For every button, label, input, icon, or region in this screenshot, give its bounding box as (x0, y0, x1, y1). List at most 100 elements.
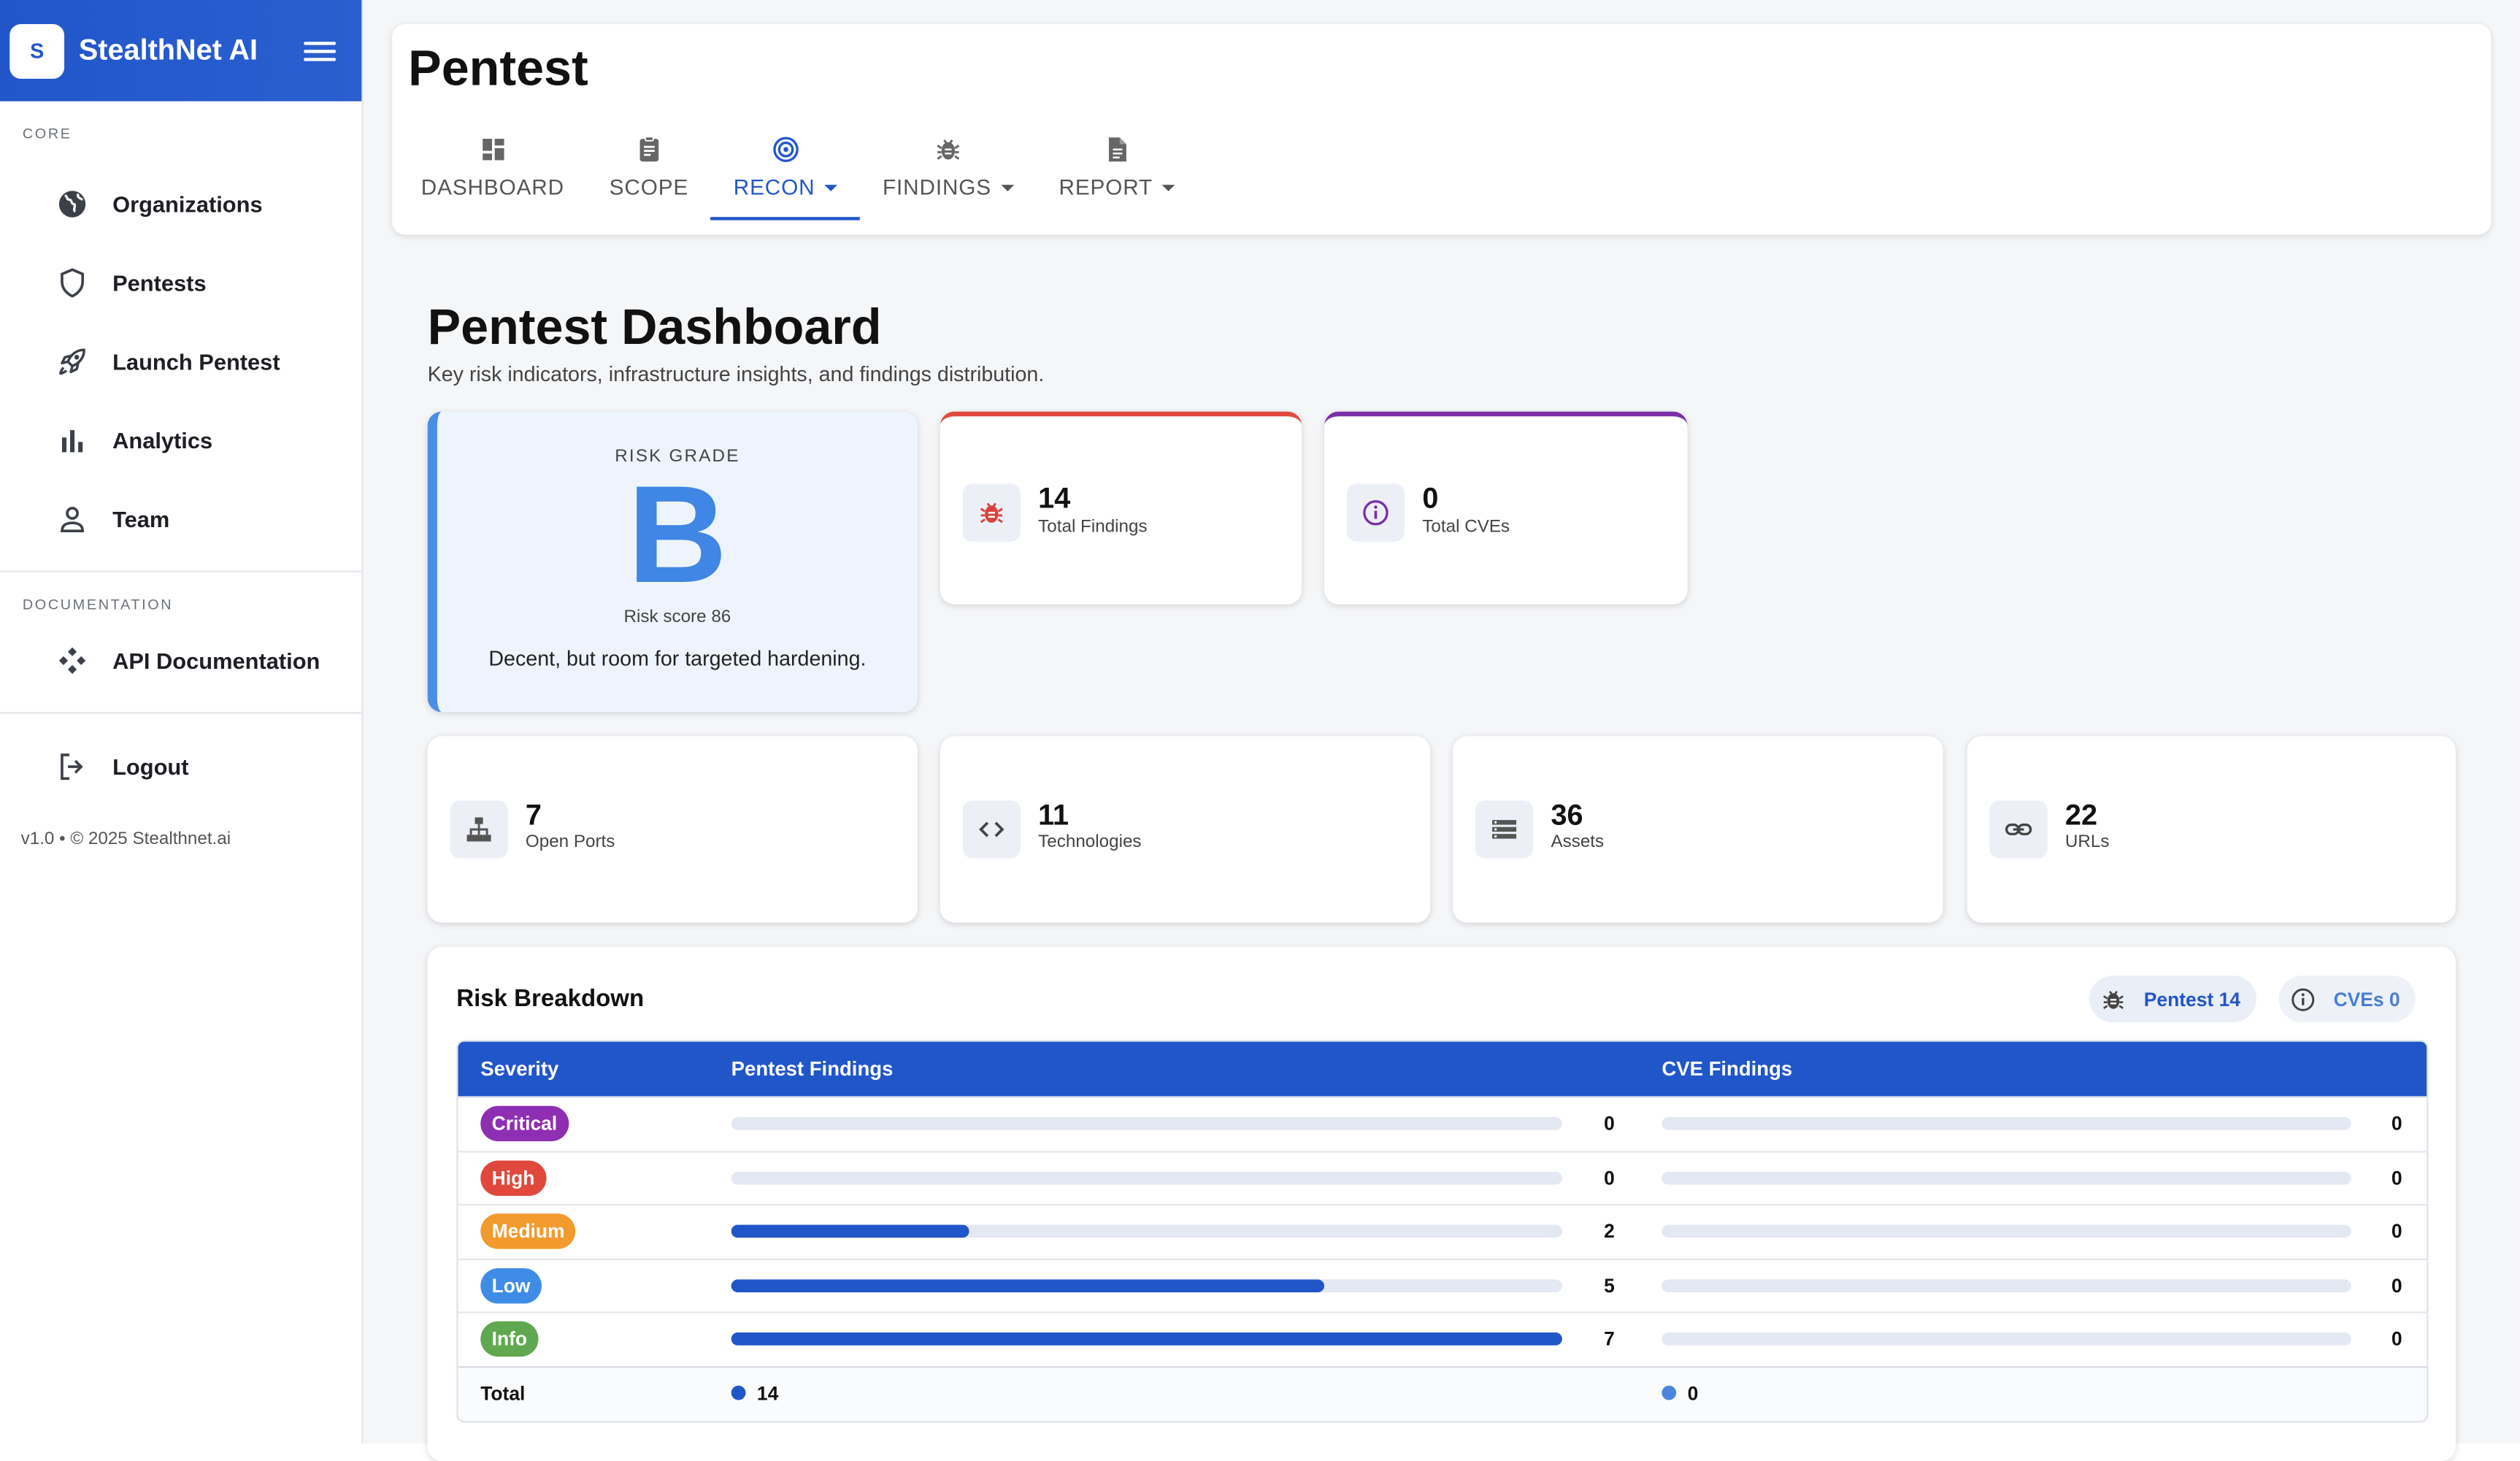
tab-label: RECON (733, 175, 815, 199)
column-header-cve: CVE Findings (1662, 1057, 1793, 1081)
risk-description: Decent, but room for targeted hardening. (488, 646, 867, 671)
brand-header: S StealthNet AI (0, 0, 362, 101)
sidebar-item-label: Organizations (112, 190, 263, 217)
total-pentest: 14 (731, 1382, 778, 1405)
sidebar-item-label: Team (112, 505, 170, 532)
rocket-icon (59, 348, 85, 375)
tab-label: FINDINGS (882, 175, 992, 199)
total-cve: 0 (1662, 1382, 1698, 1405)
sidebar-divider (0, 712, 362, 714)
risk-grade-letter: B (627, 458, 728, 613)
bar-chart-icon (61, 429, 83, 452)
pentest-bar-fill (731, 1332, 1562, 1346)
version-text: v1.0 • © 2025 Stealthnet.ai (20, 829, 231, 849)
stat-label: URLs (2064, 832, 2110, 852)
severity-badge: High (480, 1159, 546, 1196)
tab-dashboard[interactable]: DASHBOARD (399, 127, 587, 221)
stat-value: 14 (1038, 482, 1071, 515)
risk-breakdown-card: Risk Breakdown Pentest 14 CVEs 0 Severit… (427, 946, 2456, 1461)
cve-bar-track (1662, 1278, 2351, 1292)
pentest-count: 5 (1604, 1274, 1615, 1297)
table-total-row: Total 14 0 (458, 1366, 2427, 1421)
main-content: Pentest DASHBOARD SCOPE RECON FINDINGS (364, 0, 2520, 1461)
bug-icon (962, 483, 1021, 542)
info-icon (2292, 987, 2315, 1011)
column-header-pentest: Pentest Findings (731, 1057, 894, 1081)
tab-report[interactable]: REPORT (1037, 127, 1198, 221)
cve-bar-track (1662, 1117, 2351, 1130)
logout-button[interactable]: Logout (0, 726, 361, 805)
total-findings-card[interactable]: 14 Total Findings (940, 411, 1302, 605)
risk-grade-card: RISK GRADE B Risk score 86 Decent, but r… (427, 411, 918, 713)
target-icon (772, 137, 799, 162)
pentest-count: 7 (1604, 1328, 1615, 1351)
sidebar-item-label: API Documentation (112, 647, 320, 673)
assets-card[interactable]: 36 Assets (1453, 736, 1943, 923)
severity-badge: Low (480, 1268, 542, 1303)
legend-dot (1662, 1385, 1677, 1400)
risk-grade-label: RISK GRADE (615, 447, 740, 467)
stat-value: 11 (1038, 799, 1069, 832)
network-icon (450, 800, 508, 859)
urls-card[interactable]: 22 URLs (1967, 736, 2456, 923)
table-row: Critical 0 0 (458, 1096, 2427, 1150)
tab-label: SCOPE (609, 175, 689, 199)
stat-label: Technologies (1038, 832, 1142, 852)
pentest-count-chip[interactable]: Pentest 14 (2089, 975, 2256, 1023)
risk-breakdown-title: Risk Breakdown (456, 985, 645, 1013)
table-row: Medium 2 0 (458, 1204, 2427, 1258)
sidebar-item-analytics[interactable]: Analytics (0, 400, 361, 479)
severity-badge: Info (480, 1322, 539, 1357)
brand-name: StealthNet AI (78, 34, 258, 66)
person-icon (61, 506, 85, 532)
cve-bar-track (1662, 1224, 2351, 1238)
risk-score: Risk score 86 (623, 607, 731, 627)
sidebar-item-label: Launch Pentest (112, 348, 280, 374)
sidebar-item-organizations[interactable]: Organizations (0, 164, 361, 243)
sidebar-item-api-documentation[interactable]: API Documentation (0, 621, 361, 699)
stat-value: 22 (2064, 799, 2098, 832)
bug-icon (2103, 989, 2124, 1008)
cve-bar-track (1662, 1170, 2351, 1184)
table-header: Severity Pentest Findings CVE Findings (458, 1041, 2427, 1097)
table-row: Low 5 0 (458, 1258, 2427, 1312)
total-label: Total (480, 1382, 526, 1406)
pentest-bar-track (731, 1170, 1562, 1184)
tab-findings[interactable]: FINDINGS (860, 127, 1037, 221)
dashboard-subtitle: Key risk indicators, infrastructure insi… (427, 361, 1045, 386)
tab-label: DASHBOARD (420, 175, 565, 199)
tab-recon[interactable]: RECON (710, 127, 860, 221)
sidebar-divider (0, 570, 362, 572)
stat-label: Total Findings (1038, 517, 1148, 537)
logout-icon (61, 753, 83, 779)
section-label-core: CORE (22, 125, 72, 142)
table-row: Info 7 0 (458, 1312, 2427, 1366)
pentest-count: 0 (1604, 1112, 1615, 1135)
brand-logo[interactable]: S (9, 23, 65, 78)
total-cves-card[interactable]: 0 Total CVEs (1324, 411, 1688, 605)
header-card: Pentest DASHBOARD SCOPE RECON FINDINGS (392, 24, 2492, 235)
pentest-count: 2 (1604, 1220, 1615, 1243)
stat-label: Open Ports (525, 832, 615, 852)
page-title: Pentest (408, 40, 588, 97)
pentest-bar-fill (731, 1278, 1325, 1292)
risk-breakdown-table: Severity Pentest Findings CVE Findings C… (456, 1040, 2429, 1422)
logout-label: Logout (112, 753, 189, 779)
severity-badge: Medium (480, 1213, 576, 1249)
open-ports-card[interactable]: 7 Open Ports (427, 736, 918, 923)
pentest-bar-fill (731, 1224, 969, 1238)
legend-dot (731, 1385, 746, 1400)
stat-label: Assets (1551, 832, 1605, 852)
sidebar-item-launch-pentest[interactable]: Launch Pentest (0, 321, 361, 400)
table-row: High 0 0 (458, 1150, 2427, 1204)
pentest-count: 0 (1604, 1166, 1615, 1189)
cves-count-chip[interactable]: CVEs 0 (2278, 975, 2416, 1023)
chevron-down-icon (824, 184, 838, 191)
chevron-down-icon (1162, 184, 1175, 191)
sidebar-item-pentests[interactable]: Pentests (0, 242, 361, 321)
hamburger-menu-icon[interactable] (304, 38, 337, 64)
tab-scope[interactable]: SCOPE (587, 127, 711, 221)
stat-value: 7 (525, 799, 542, 832)
technologies-card[interactable]: 11 Technologies (940, 736, 1431, 923)
sidebar-item-team[interactable]: Team (0, 479, 361, 558)
